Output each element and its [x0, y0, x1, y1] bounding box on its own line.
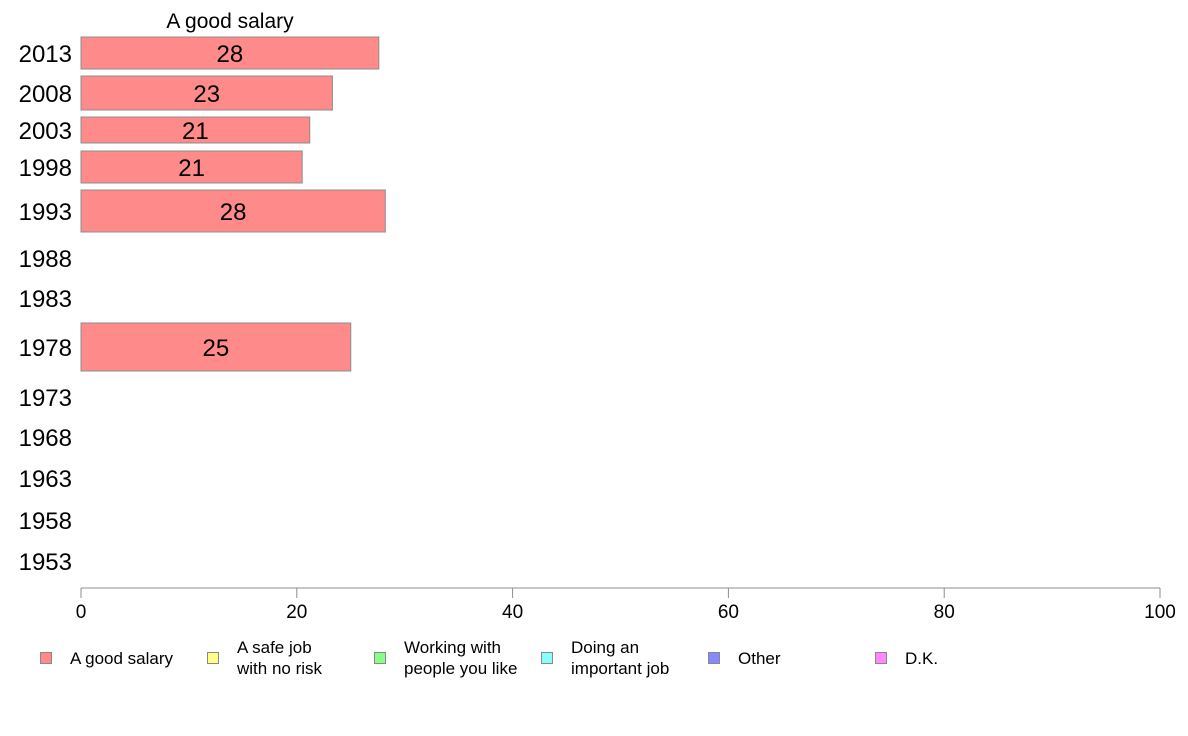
y-tick-label-1958: 1958: [19, 508, 72, 535]
y-tick-label-1978: 1978: [19, 335, 72, 362]
y-axis-labels: 2013 2008 2003 1998 1993 1988 1983 1978 1973 1968…: [19, 41, 72, 576]
legend-swatch: [374, 652, 386, 664]
legend-item: Other: [708, 636, 781, 680]
legend-label: A good salary: [70, 648, 174, 668]
legend-item: A safe job with no risk: [207, 636, 322, 680]
bars-group: 28 23 21 21 28 25: [80, 36, 386, 372]
bar-2013: [80, 36, 380, 70]
data-label-2008: 23: [193, 81, 220, 108]
legend-item: D.K.: [875, 636, 938, 680]
y-tick-label-1998: 1998: [19, 155, 72, 182]
bar-1998: [80, 150, 303, 184]
x-tick-label-100: 100: [1144, 602, 1176, 623]
legend-label: Doing an important job: [571, 638, 670, 678]
legend-label: A safe job with no risk: [237, 638, 323, 678]
data-label-1993: 28: [220, 199, 247, 226]
data-label-2013: 28: [217, 41, 244, 68]
legend-swatch: [207, 652, 219, 664]
y-tick-label-1973: 1973: [19, 385, 72, 412]
x-tick-label-80: 80: [934, 602, 955, 623]
data-label-1998: 21: [178, 155, 205, 182]
y-tick-label-2008: 2008: [19, 81, 72, 108]
chart-title: A good salary: [166, 10, 294, 33]
bar-2003: [80, 116, 311, 144]
legend-item: Working with people you like: [374, 636, 517, 680]
y-tick-label-1988: 1988: [19, 246, 72, 273]
y-tick-label-1968: 1968: [19, 425, 72, 452]
x-tick-label-60: 60: [718, 602, 739, 623]
legend-swatch: [875, 652, 887, 664]
data-label-1978: 25: [203, 335, 230, 362]
legend-swatch: [541, 652, 553, 664]
y-tick-label-2013: 2013: [19, 41, 72, 68]
data-label-2003: 21: [182, 118, 209, 145]
y-tick-label-1993: 1993: [19, 199, 72, 226]
legend-label: Other: [738, 648, 781, 668]
legend: A good salary A safe job with no risk Work…: [0, 636, 1188, 696]
y-tick-label-2003: 2003: [19, 118, 72, 145]
x-tick-label-40: 40: [502, 602, 523, 623]
legend-label: Working with people you like: [404, 638, 518, 678]
legend-label: D.K.: [905, 648, 939, 668]
x-axis: 0 20 40 60 80 100: [76, 587, 1176, 623]
y-tick-label-1963: 1963: [19, 466, 72, 493]
y-tick-label-1983: 1983: [19, 286, 72, 313]
bar-2008: [80, 75, 333, 111]
x-tick-label-20: 20: [286, 602, 307, 623]
bar-1993: [80, 189, 386, 233]
legend-swatch: [40, 652, 52, 664]
legend-swatch: [708, 652, 720, 664]
legend-item: Doing an important job: [541, 636, 669, 680]
x-tick-label-0: 0: [76, 602, 87, 623]
legend-item: A good salary: [40, 636, 173, 680]
bar-1978: [80, 322, 352, 372]
y-tick-label-1953: 1953: [19, 549, 72, 576]
